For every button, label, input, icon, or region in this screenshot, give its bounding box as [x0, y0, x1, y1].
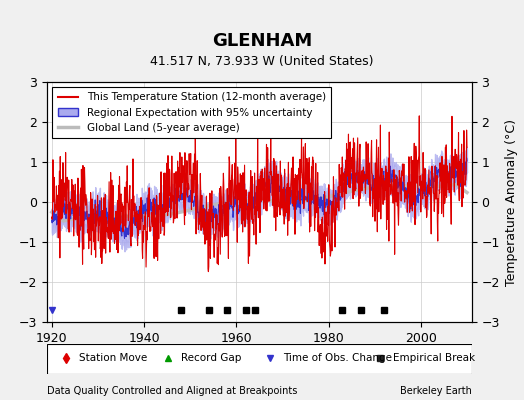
Text: Record Gap: Record Gap	[181, 354, 241, 363]
Text: Empirical Break: Empirical Break	[393, 354, 475, 363]
Text: Data Quality Controlled and Aligned at Breakpoints: Data Quality Controlled and Aligned at B…	[47, 386, 298, 396]
Y-axis label: Temperature Anomaly (°C): Temperature Anomaly (°C)	[505, 118, 518, 286]
Text: 41.517 N, 73.933 W (United States): 41.517 N, 73.933 W (United States)	[150, 55, 374, 68]
Text: Time of Obs. Change: Time of Obs. Change	[283, 354, 392, 363]
Text: Station Move: Station Move	[79, 354, 147, 363]
Text: GLENHAM: GLENHAM	[212, 32, 312, 50]
Legend: This Temperature Station (12-month average), Regional Expectation with 95% uncer: This Temperature Station (12-month avera…	[52, 87, 331, 138]
Text: Berkeley Earth: Berkeley Earth	[400, 386, 472, 396]
FancyBboxPatch shape	[47, 344, 472, 374]
